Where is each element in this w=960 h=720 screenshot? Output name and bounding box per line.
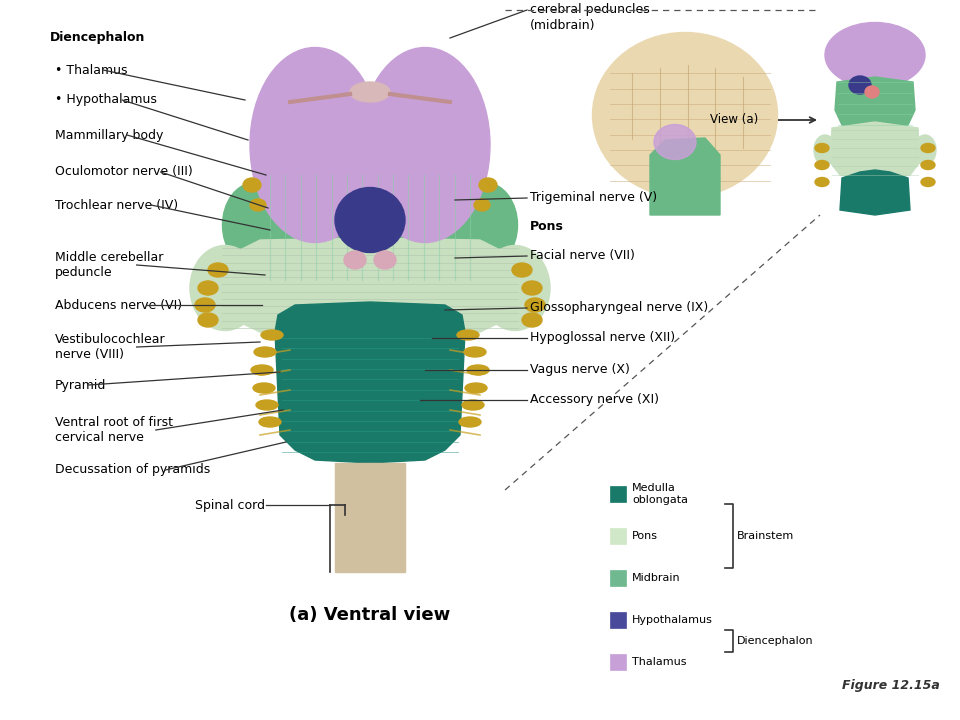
Ellipse shape	[849, 76, 871, 94]
Text: Mammillary body: Mammillary body	[55, 128, 163, 142]
Ellipse shape	[253, 383, 275, 393]
FancyBboxPatch shape	[610, 612, 626, 628]
Polygon shape	[830, 122, 920, 180]
Ellipse shape	[344, 251, 366, 269]
FancyBboxPatch shape	[610, 528, 626, 544]
Ellipse shape	[815, 143, 829, 153]
Ellipse shape	[243, 178, 261, 192]
Ellipse shape	[462, 400, 484, 410]
Text: • Hypothalamus: • Hypothalamus	[55, 94, 156, 107]
Ellipse shape	[208, 263, 228, 277]
Text: Pyramid: Pyramid	[55, 379, 107, 392]
Text: Diencephalon: Diencephalon	[737, 636, 814, 646]
Text: Pons: Pons	[632, 531, 658, 541]
Text: Ventral root of first
cervical nerve: Ventral root of first cervical nerve	[55, 416, 173, 444]
Ellipse shape	[825, 22, 925, 88]
Ellipse shape	[921, 143, 935, 153]
Text: Midbrain: Midbrain	[632, 573, 681, 583]
Text: Pons: Pons	[530, 220, 564, 233]
Ellipse shape	[198, 313, 218, 327]
Ellipse shape	[479, 178, 497, 192]
Ellipse shape	[250, 199, 266, 211]
Ellipse shape	[512, 263, 532, 277]
Ellipse shape	[198, 281, 218, 295]
Text: Diencephalon: Diencephalon	[50, 32, 145, 45]
Polygon shape	[650, 138, 720, 215]
Ellipse shape	[815, 178, 829, 186]
Ellipse shape	[467, 365, 489, 375]
Ellipse shape	[452, 182, 517, 268]
Text: Abducens nerve (VI): Abducens nerve (VI)	[55, 299, 182, 312]
Text: Facial nerve (VII): Facial nerve (VII)	[530, 250, 635, 263]
Polygon shape	[275, 302, 465, 463]
Ellipse shape	[814, 135, 836, 165]
Polygon shape	[835, 77, 915, 130]
Ellipse shape	[914, 135, 936, 165]
Text: Brainstem: Brainstem	[737, 531, 794, 541]
Ellipse shape	[654, 125, 696, 160]
FancyBboxPatch shape	[610, 654, 626, 670]
Polygon shape	[840, 170, 910, 215]
FancyBboxPatch shape	[610, 486, 626, 502]
Ellipse shape	[465, 383, 487, 393]
Text: Medulla
oblongata: Medulla oblongata	[632, 483, 688, 505]
Ellipse shape	[459, 417, 481, 427]
Ellipse shape	[464, 347, 486, 357]
Ellipse shape	[522, 313, 542, 327]
Ellipse shape	[251, 365, 273, 375]
Ellipse shape	[335, 187, 405, 253]
Text: • Thalamus: • Thalamus	[55, 63, 128, 76]
Text: Vestibulocochlear
nerve (VIII): Vestibulocochlear nerve (VIII)	[55, 333, 166, 361]
Text: Figure 12.15a: Figure 12.15a	[842, 679, 940, 692]
Text: Oculomotor nerve (III): Oculomotor nerve (III)	[55, 166, 193, 179]
Text: View (a): View (a)	[710, 114, 758, 127]
Ellipse shape	[921, 178, 935, 186]
Ellipse shape	[360, 48, 490, 243]
Ellipse shape	[256, 400, 278, 410]
Ellipse shape	[195, 298, 215, 312]
Text: Glossopharyngeal nerve (IX): Glossopharyngeal nerve (IX)	[530, 302, 708, 315]
Text: Crus cerebri of
cerebral peduncles
(midbrain): Crus cerebri of cerebral peduncles (midb…	[530, 0, 650, 32]
Ellipse shape	[259, 417, 281, 427]
Polygon shape	[335, 463, 405, 572]
Polygon shape	[225, 238, 515, 335]
Ellipse shape	[374, 251, 396, 269]
Text: Trigeminal nerve (V): Trigeminal nerve (V)	[530, 192, 658, 204]
Text: Thalamus: Thalamus	[632, 657, 686, 667]
Ellipse shape	[921, 161, 935, 169]
Ellipse shape	[592, 32, 778, 197]
Text: Hypothalamus: Hypothalamus	[632, 615, 713, 625]
Ellipse shape	[474, 199, 490, 211]
Text: Decussation of pyramids: Decussation of pyramids	[55, 464, 210, 477]
Text: Hypoglossal nerve (XII): Hypoglossal nerve (XII)	[530, 331, 675, 344]
Ellipse shape	[480, 246, 550, 330]
Ellipse shape	[865, 86, 879, 98]
Ellipse shape	[815, 161, 829, 169]
Text: Trochlear nerve (IV): Trochlear nerve (IV)	[55, 199, 179, 212]
FancyBboxPatch shape	[610, 570, 626, 586]
Ellipse shape	[261, 330, 283, 340]
Text: Middle cerebellar
peduncle: Middle cerebellar peduncle	[55, 251, 163, 279]
Text: Accessory nerve (XI): Accessory nerve (XI)	[530, 394, 659, 407]
Polygon shape	[250, 152, 490, 285]
Ellipse shape	[250, 48, 380, 243]
Text: Vagus nerve (X): Vagus nerve (X)	[530, 364, 630, 377]
Ellipse shape	[190, 246, 260, 330]
Text: Spinal cord: Spinal cord	[195, 498, 265, 511]
Ellipse shape	[525, 298, 545, 312]
Ellipse shape	[223, 182, 287, 268]
Ellipse shape	[522, 281, 542, 295]
Text: (a) Ventral view: (a) Ventral view	[289, 606, 450, 624]
Ellipse shape	[350, 82, 390, 102]
Ellipse shape	[457, 330, 479, 340]
Ellipse shape	[254, 347, 276, 357]
